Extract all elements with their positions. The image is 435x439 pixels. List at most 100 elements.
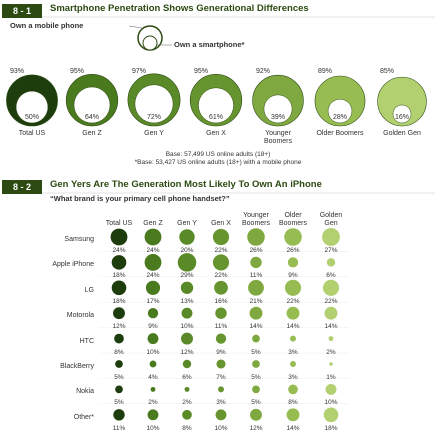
row-label: HTC	[79, 337, 94, 345]
value-label: 14%	[249, 323, 263, 331]
bubble	[329, 362, 333, 366]
value-label: 5%	[114, 374, 124, 381]
bubble	[113, 307, 125, 320]
value-label: 5%	[251, 348, 261, 356]
value-label: 22%	[214, 272, 228, 280]
bubble	[181, 307, 193, 319]
bubble	[288, 384, 298, 395]
value-label: 10%	[180, 323, 194, 331]
outer-circle	[377, 76, 427, 127]
bubble	[144, 253, 162, 271]
value-label: 3%	[288, 374, 298, 381]
category-label: Younger Boomers	[263, 130, 292, 145]
bubble	[177, 253, 197, 272]
bubble	[110, 228, 128, 246]
bubble	[181, 332, 193, 345]
value-label: 18%	[112, 272, 126, 280]
inner-circle	[198, 87, 234, 124]
inner-value-label: 16%	[394, 114, 409, 121]
bubble	[216, 359, 226, 369]
value-label: 5%	[251, 374, 261, 381]
section-badge: 8 - 2	[2, 180, 42, 194]
row-label: Nokia	[76, 388, 94, 396]
value-label: 20%	[180, 247, 194, 254]
value-label: 24%	[146, 247, 160, 254]
value-label: 3%	[288, 348, 298, 356]
column-header: Younger Boomers	[241, 212, 270, 227]
legend-inner-swatch	[142, 35, 158, 51]
column-header: Golden Gen	[319, 212, 343, 227]
bubble	[324, 306, 338, 320]
value-label: 2%	[182, 399, 192, 407]
base-note: *Base: 53,427 US online adults (18+) wit…	[134, 159, 302, 166]
legend-label: Own a smartphone*	[174, 40, 245, 49]
bubble	[286, 408, 300, 422]
base-note: Base: 57,499 US online adults (18+)	[165, 151, 271, 158]
column-header: Total US	[105, 220, 133, 227]
bubble	[215, 307, 227, 319]
value-label: 11%	[249, 272, 263, 280]
chart-title: Smartphone Penetration Shows Generationa…	[50, 3, 309, 14]
bubble	[179, 229, 195, 245]
value-label: 11%	[214, 323, 228, 331]
category-label: Older Boomers	[316, 130, 364, 137]
inner-circle	[73, 86, 111, 124]
bubble	[322, 279, 340, 296]
column-header: Gen Z	[143, 220, 163, 227]
value-label: 18%	[324, 424, 338, 432]
outer-value-label: 85%	[380, 68, 395, 75]
inner-value-label: 50%	[24, 114, 39, 121]
row-label: BlackBerry	[60, 363, 94, 370]
row-label: Motorola	[66, 312, 94, 320]
bubble	[284, 228, 302, 246]
bubble	[147, 308, 159, 319]
value-label: 18%	[112, 297, 126, 305]
bubble	[180, 281, 194, 295]
bubble	[215, 333, 227, 344]
value-label: 26%	[249, 247, 263, 254]
bubble	[182, 359, 192, 369]
category-label: Gen Z	[82, 130, 102, 137]
bubble	[214, 280, 228, 295]
bubble	[111, 255, 127, 270]
value-label: 1%	[326, 374, 336, 381]
bubble	[149, 360, 157, 368]
row-label: Samsung	[64, 236, 94, 243]
bubble	[248, 279, 264, 296]
bubble	[252, 385, 260, 394]
value-label: 2%	[326, 348, 336, 356]
value-label: 7%	[216, 374, 226, 381]
value-label: 8%	[288, 399, 298, 407]
value-label: 14%	[286, 323, 300, 331]
inner-value-label: 39%	[270, 114, 285, 121]
bubble	[284, 279, 302, 296]
row-label: LG	[84, 286, 94, 294]
value-label: 14%	[324, 323, 338, 331]
value-label: 16%	[214, 297, 228, 305]
chart-title: Gen Yers Are The Generation Most Likely …	[50, 179, 322, 190]
value-label: 12%	[112, 323, 126, 331]
outer-value-label: 93%	[10, 68, 25, 75]
value-label: 12%	[180, 348, 194, 356]
bubble	[290, 361, 296, 367]
value-label: 8%	[114, 348, 124, 356]
bubble	[111, 280, 127, 296]
bubble	[184, 386, 190, 392]
bubble	[147, 409, 159, 421]
bubble	[250, 408, 262, 421]
category-label: Gen Y	[144, 130, 164, 137]
bubble	[150, 386, 156, 392]
value-label: 10%	[146, 424, 160, 432]
bubble	[182, 409, 192, 420]
value-label: 5%	[251, 399, 261, 407]
inner-value-label: 72%	[146, 114, 161, 121]
outer-value-label: 97%	[132, 68, 147, 75]
value-label: 2%	[148, 399, 158, 407]
bubble	[322, 228, 340, 246]
inner-value-label: 64%	[84, 114, 99, 121]
outer-value-label: 89%	[318, 68, 333, 75]
inner-circle	[15, 90, 49, 124]
bubble	[328, 336, 334, 342]
bubble	[114, 333, 124, 344]
